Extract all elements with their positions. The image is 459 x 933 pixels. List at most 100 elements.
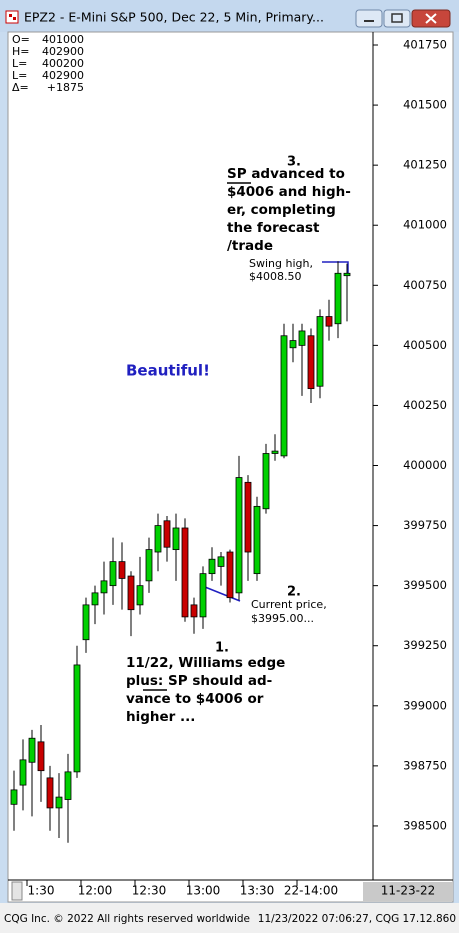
minimize-button[interactable] [355, 9, 383, 28]
app-icon-dot [9, 14, 12, 17]
candle-body [19, 759, 27, 786]
swing-high-line [322, 261, 349, 275]
x-tick-label: 12:30 [132, 884, 167, 898]
x-tick-label: 22-14:00 [284, 884, 338, 898]
candle-body [244, 481, 252, 553]
info-value: 400200 [42, 57, 84, 70]
y-tick-label: 398500 [403, 818, 447, 832]
chart-area [7, 31, 454, 903]
candle-body [82, 604, 90, 641]
info-label: L= [12, 57, 27, 70]
annotation-text: 2. [287, 585, 301, 600]
candle-body [316, 316, 324, 387]
y-tick-label: 401250 [403, 158, 447, 172]
y-tick-label: 399000 [403, 698, 447, 712]
y-tick-label: 401750 [403, 38, 447, 52]
candle-body [262, 453, 270, 510]
candle-body [226, 551, 234, 599]
candle-body [163, 520, 171, 548]
candle-body [208, 558, 216, 575]
candle-body [73, 664, 81, 773]
annotation-text: higher ... [126, 709, 195, 725]
candle-body [55, 796, 63, 809]
y-tick-label: 400250 [403, 398, 447, 412]
info-value: +1875 [47, 81, 84, 94]
footer-right: 11/23/2022 07:06:27, CQG 17.12.860 [258, 913, 456, 925]
annotation-text: the forecast [227, 220, 320, 236]
info-label: L= [12, 69, 27, 82]
candle-body [136, 585, 144, 606]
x-tick-label: 12:00 [78, 884, 113, 898]
candle-body [46, 777, 54, 809]
candle-body [28, 737, 36, 763]
x-tick-label: 1:30 [28, 884, 55, 898]
info-label: Δ= [12, 81, 29, 94]
candle-body [145, 549, 153, 582]
annotation-text: $4008.50 [249, 270, 302, 283]
candle-body [217, 556, 225, 567]
candle-body [100, 580, 108, 594]
candle-body [91, 592, 99, 606]
info-value: 402900 [42, 69, 84, 82]
annotation-text: $4006 and high- [227, 184, 351, 200]
y-tick-label: 401500 [403, 98, 447, 112]
annotation-text: er, completing [227, 202, 336, 218]
annotation-text: Current price, [251, 598, 327, 611]
maximize-icon [391, 13, 403, 23]
annotation-text: vance to $4006 or [126, 691, 264, 707]
y-tick-label: 399500 [403, 578, 447, 592]
candle-body [37, 741, 45, 772]
candle-body [307, 335, 315, 390]
annotation-text: $3995.00... [251, 612, 314, 625]
candle-body [10, 789, 18, 805]
candle-body [289, 340, 297, 349]
candle-body [172, 527, 180, 551]
candle-body [235, 477, 243, 594]
annotation-text: Beautiful! [126, 362, 210, 380]
candle-body [334, 272, 342, 325]
candle-body [64, 771, 72, 800]
status-bar [0, 903, 459, 929]
candle-body [190, 604, 198, 618]
info-value: 401000 [42, 33, 84, 46]
y-tick-label: 400000 [403, 458, 447, 472]
y-tick-label: 399250 [403, 638, 447, 652]
x-tick-label: 13:00 [186, 884, 221, 898]
annotation-text: 11/22, Williams edge [126, 655, 285, 671]
maximize-button[interactable] [383, 9, 411, 28]
scrollbar-thumb[interactable] [11, 881, 23, 901]
date-box [363, 882, 453, 901]
window-title: EPZ2 - E-Mini S&P 500, Dec 22, 5 Min, Pr… [24, 10, 324, 25]
info-label: O= [12, 33, 30, 46]
y-tick-label: 400750 [403, 278, 447, 292]
candle-body [343, 272, 351, 277]
candle-body [109, 561, 117, 587]
annotation-text: 3. [287, 155, 301, 170]
x-tick-label: 13:30 [240, 884, 275, 898]
y-tick-label: 399750 [403, 518, 447, 532]
candle-body [253, 505, 261, 575]
annotation-text: 1. [215, 641, 229, 656]
candle-body [127, 575, 135, 611]
candle-body [298, 330, 306, 346]
pointer-line [204, 586, 241, 602]
annotation-text: /trade [227, 238, 273, 254]
y-tick-label: 400500 [403, 338, 447, 352]
info-label: H= [12, 45, 30, 58]
candle-body [325, 316, 333, 327]
candle-body [181, 527, 189, 618]
candle-body [199, 573, 207, 618]
close-icon [425, 13, 437, 24]
app-icon-dot [13, 17, 16, 20]
date-label: 11-23-22 [381, 884, 435, 898]
annotation-text: SP advanced to [227, 166, 345, 182]
candle-body [271, 450, 279, 454]
info-value: 402900 [42, 45, 84, 58]
candle-body [154, 525, 162, 553]
annotation-text: Swing high, [249, 257, 313, 270]
candle-body [118, 561, 126, 579]
annotation-text: plus: SP should ad- [126, 673, 272, 689]
candle-body [280, 335, 288, 457]
y-tick-label: 398750 [403, 758, 447, 772]
